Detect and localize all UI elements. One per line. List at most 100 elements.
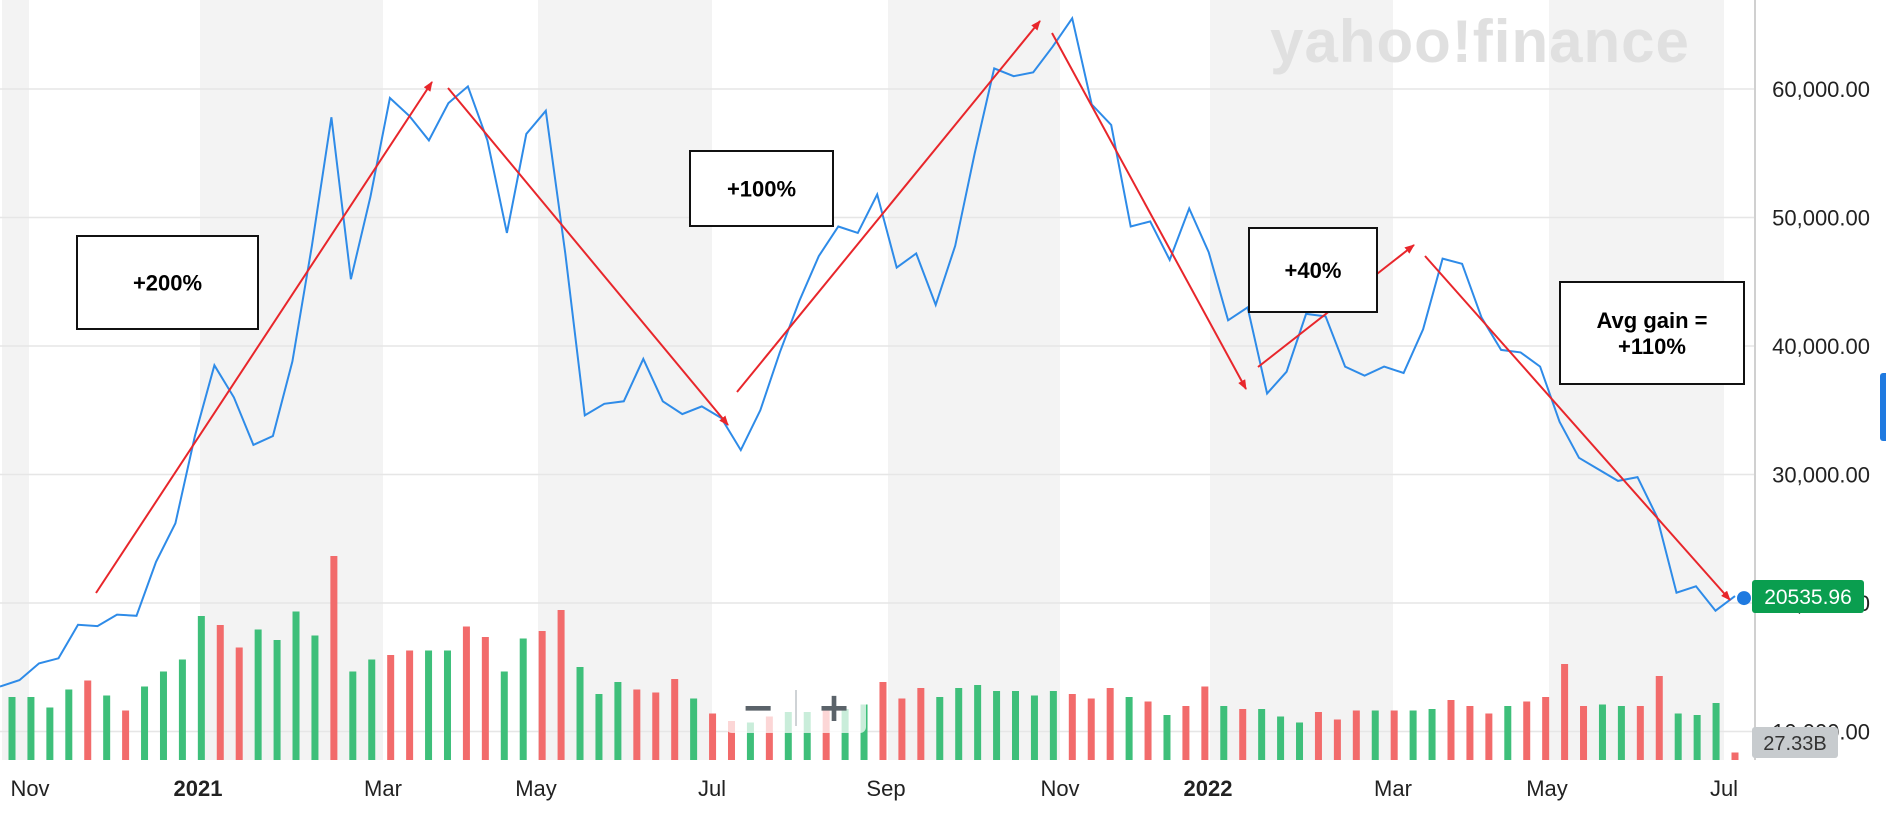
y-tick-label: 60,000.00 <box>1772 77 1870 102</box>
volume-bar <box>462 626 470 760</box>
volume-bar <box>746 722 754 760</box>
month-band <box>2 0 29 760</box>
month-band <box>538 0 712 760</box>
x-tick-label: 2021 <box>174 776 223 801</box>
volume-bar <box>387 655 395 760</box>
volume-bar <box>27 697 35 760</box>
annotation-label: +200% <box>133 271 202 296</box>
x-tick-label: Sep <box>866 776 905 801</box>
volume-bar <box>595 694 603 760</box>
volume-bar <box>690 698 698 760</box>
volume-bar <box>1466 706 1474 760</box>
x-tick-label: Nov <box>1040 776 1079 801</box>
volume-bar <box>1220 706 1228 760</box>
annotation-box <box>1248 227 1378 313</box>
volume-bar <box>1258 709 1266 760</box>
x-tick-label: Jul <box>1710 776 1738 801</box>
month-band <box>888 0 1060 760</box>
volume-bar <box>1485 713 1493 760</box>
volume-bar <box>178 659 186 760</box>
volume-bar <box>841 709 849 760</box>
volume-bar <box>500 671 508 760</box>
volume-bar <box>1087 698 1095 760</box>
trend-arrow <box>95 81 433 594</box>
volume-bar <box>614 682 622 760</box>
volume-bar <box>1428 709 1436 760</box>
volume-bar <box>1617 706 1625 760</box>
volume-bar <box>197 616 205 760</box>
volume-bar <box>860 704 868 760</box>
volume-bar <box>1030 695 1038 760</box>
volume-bar <box>1580 706 1588 760</box>
volume-bar <box>481 637 489 760</box>
x-tick-label: May <box>515 776 557 801</box>
volume-bar <box>765 716 773 760</box>
volume-bar <box>936 697 944 760</box>
volume-bar <box>103 695 111 760</box>
volume-bar <box>235 647 243 760</box>
last-price-label: 20535.96 <box>1764 586 1852 609</box>
volume-bar <box>1561 664 1569 760</box>
volume-bar <box>406 650 414 760</box>
volume-bar <box>1296 722 1304 760</box>
last-price-dot <box>1737 591 1751 606</box>
volume-bar <box>1333 719 1341 760</box>
side-panel-handle[interactable] <box>1880 373 1886 441</box>
volume-bar <box>1106 688 1114 760</box>
volume-bar <box>538 631 546 760</box>
trend-arrow <box>736 20 1041 393</box>
annotation-label: Avg gain = +110% <box>1596 308 1707 359</box>
trend-arrow <box>1424 255 1731 601</box>
volume-bar <box>1201 686 1209 760</box>
volume-bar <box>1182 706 1190 760</box>
volume-bar <box>1352 710 1360 760</box>
zoom-controls: − + <box>726 683 866 733</box>
volume-bar <box>311 635 319 760</box>
volume-bar <box>1049 691 1057 760</box>
volume-bar <box>576 667 584 760</box>
volume-bar <box>122 710 130 760</box>
volume-bar <box>141 686 149 760</box>
annotation-label: +40% <box>1285 258 1342 283</box>
volume-bar <box>273 640 281 760</box>
x-tick-label: Jul <box>698 776 726 801</box>
watermark-logo: yahoo!finance <box>1270 8 1690 75</box>
volume-bar <box>898 698 906 760</box>
volume-bar <box>1163 715 1171 760</box>
volume-bar <box>1409 710 1417 760</box>
x-tick-label: Mar <box>364 776 402 801</box>
trend-arrow <box>1051 32 1247 390</box>
volume-bar <box>1598 704 1606 760</box>
volume-bar <box>784 712 792 760</box>
volume-bar <box>727 721 735 760</box>
zoom-out-button[interactable]: − <box>741 685 775 731</box>
volume-bar <box>1144 701 1152 760</box>
volume-bar <box>955 688 963 760</box>
volume-bar <box>65 689 73 760</box>
volume-bar <box>822 709 830 760</box>
x-tick-label: Nov <box>10 776 49 801</box>
volume-bar <box>652 692 660 760</box>
volume-bar <box>1125 697 1133 760</box>
volume-bar <box>1390 710 1398 760</box>
volume-bar <box>1371 710 1379 760</box>
volume-bar <box>1542 697 1550 760</box>
volume-bar <box>917 688 925 760</box>
trend-arrow <box>447 87 729 426</box>
price-line <box>0 15 1736 688</box>
volume-bar <box>519 638 527 760</box>
last-volume-badge <box>1752 727 1838 758</box>
volume-bar <box>1012 691 1020 760</box>
volume-bar <box>557 610 565 760</box>
volume-bar <box>633 689 641 760</box>
zoom-in-button[interactable]: + <box>817 685 851 731</box>
volume-bar <box>1068 694 1076 760</box>
volume-bar <box>254 629 262 760</box>
volume-bar <box>709 713 717 760</box>
volume-bar <box>993 691 1001 760</box>
volume-bar <box>443 650 451 760</box>
volume-bar <box>1314 712 1322 760</box>
month-band <box>200 0 383 760</box>
